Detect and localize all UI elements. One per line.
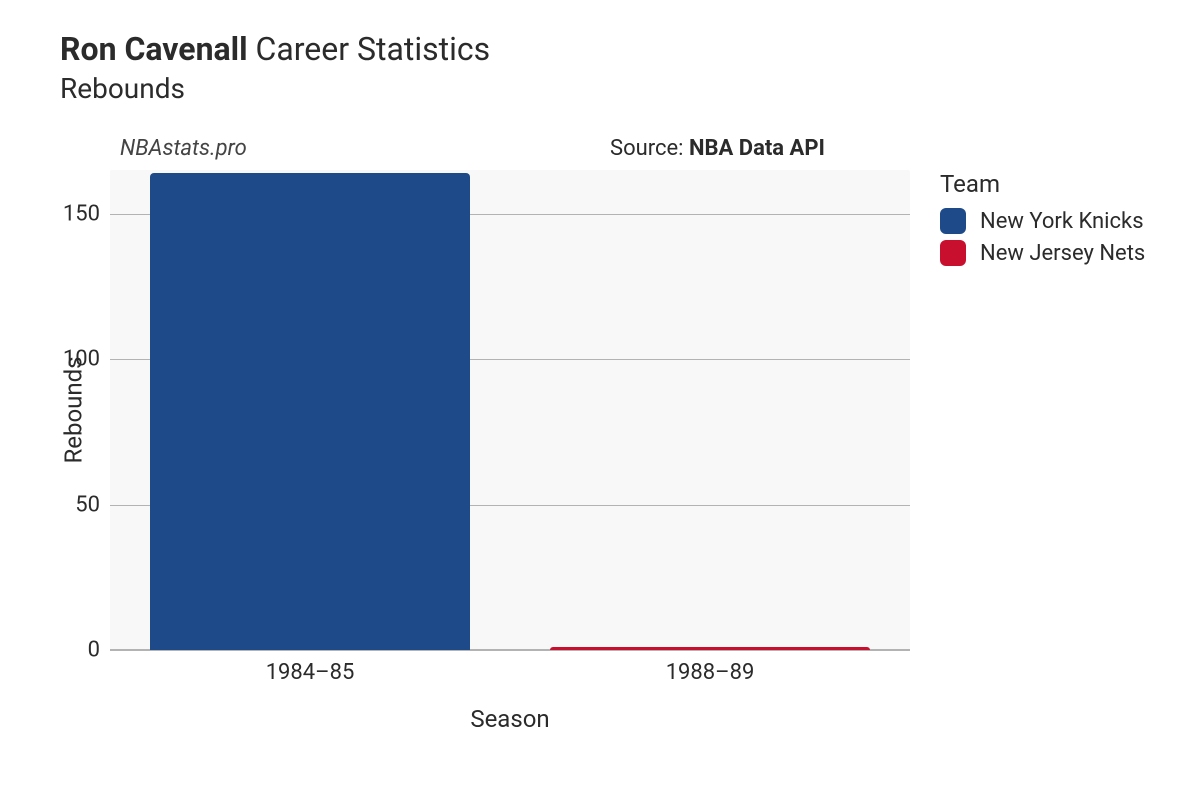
legend-label: New Jersey Nets [980, 241, 1145, 266]
y-tick-label: 0 [88, 638, 100, 663]
legend-title: Team [940, 170, 1145, 198]
watermark: NBAstats.pro [120, 136, 247, 161]
y-axis-label: Rebounds [60, 356, 88, 463]
chart-subtitle: Rebounds [60, 72, 1160, 105]
y-tick-label: 50 [75, 492, 100, 517]
chart-title: Ron Cavenall Career Statistics [60, 30, 1160, 68]
legend: Team New York Knicks New Jersey Nets [940, 170, 1145, 272]
source-text: Source: NBA Data API [610, 136, 825, 161]
legend-label: New York Knicks [980, 209, 1144, 234]
legend-swatch [940, 208, 966, 234]
y-tick-label: 100 [63, 347, 100, 372]
source-prefix: Source: [610, 136, 689, 161]
bar [550, 647, 870, 650]
y-tick-label: 150 [63, 201, 100, 226]
source-name: NBA Data API [689, 136, 825, 161]
legend-item: New York Knicks [940, 208, 1145, 234]
legend-item: New Jersey Nets [940, 240, 1145, 266]
plot-area: 0501001501984–851988–89 [110, 170, 910, 650]
bar [150, 173, 470, 650]
x-axis-label: Season [470, 705, 549, 733]
x-tick-label: 1988–89 [666, 660, 755, 685]
x-tick-label: 1984–85 [266, 660, 355, 685]
legend-swatch [940, 240, 966, 266]
title-suffix: Career Statistics [248, 30, 491, 68]
player-name: Ron Cavenall [60, 30, 248, 68]
chart-container: Ron Cavenall Career Statistics Rebounds [60, 30, 1160, 123]
